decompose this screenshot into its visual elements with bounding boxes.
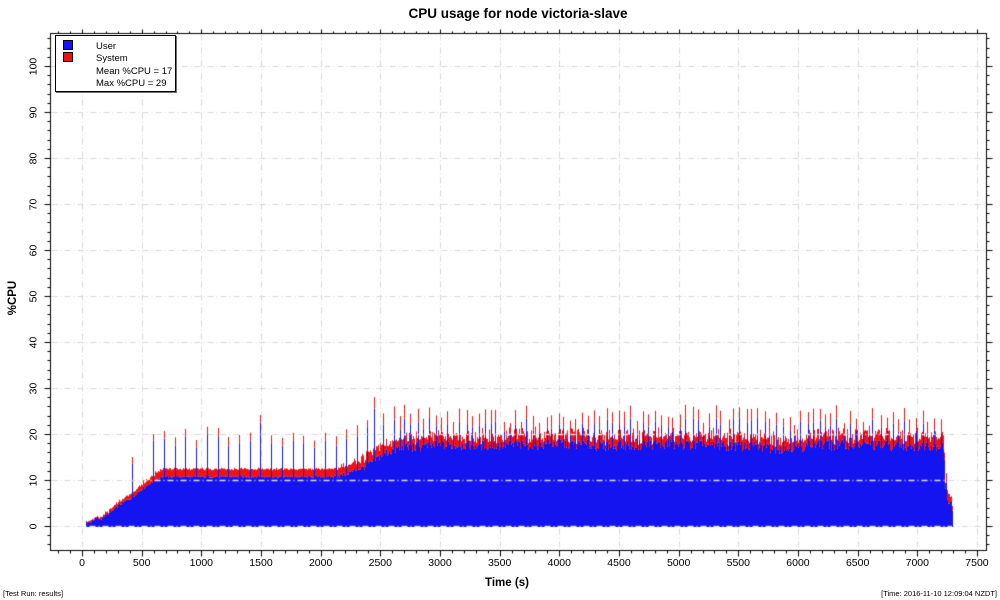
user-swatch-icon <box>63 40 73 50</box>
legend-item-user: User <box>63 40 175 52</box>
legend-label-user: User <box>96 41 117 52</box>
legend-item-system: System <box>63 52 175 64</box>
test-run-stamp: [Test Run: results] <box>3 589 64 598</box>
legend-label-max: Max %CPU = 29 <box>96 78 167 90</box>
legend-label-system: System <box>96 53 128 65</box>
chart-title: CPU usage for node victoria-slave <box>408 6 628 21</box>
x-axis-label: Time (s) <box>485 577 529 589</box>
system-swatch-icon <box>63 52 73 63</box>
y-axis-label: %CPU <box>7 280 19 316</box>
legend-item-mean: Mean %CPU = 17 <box>63 65 175 77</box>
timestamp-stamp: [Time: 2016-11-10 12:09:04 NZDT] <box>881 589 997 598</box>
legend-item-max: Max %CPU = 29 <box>63 77 175 89</box>
chart-legend: User System Mean %CPU = 17 Max %CPU = 29 <box>55 35 176 92</box>
legend-label-mean: Mean %CPU = 17 <box>96 65 173 77</box>
